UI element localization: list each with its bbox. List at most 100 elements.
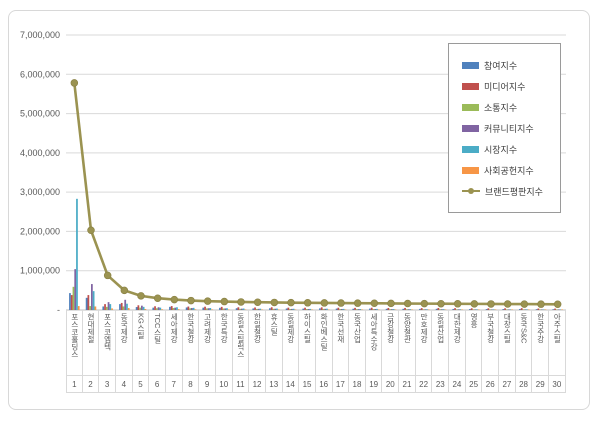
line-marker — [403, 299, 412, 308]
category-label: 세아특수강 — [365, 310, 383, 376]
category-rank-text: 5 — [138, 379, 143, 389]
line-marker — [103, 271, 112, 280]
bar-미디어지수 — [254, 307, 256, 310]
category-rank-text: 16 — [319, 379, 329, 389]
bar-사회공헌지수 — [377, 309, 380, 310]
category-rank: 1 — [66, 376, 83, 393]
line-marker — [170, 295, 179, 304]
bar-사회공헌지수 — [427, 309, 430, 310]
bar-시장지수 — [376, 308, 378, 310]
bar-미디어지수 — [537, 308, 540, 310]
legend-label: 브랜드평판지수 — [485, 186, 543, 197]
bar-소통지수 — [439, 309, 441, 310]
category-label: 동국제강 — [115, 310, 133, 376]
bar-시장지수 — [342, 308, 345, 310]
bar-미디어지수 — [120, 302, 123, 310]
category-rank-text: 6 — [154, 379, 160, 389]
y-axis-tick-label: 7,000,000 — [20, 30, 60, 40]
category-rank-text: 25 — [469, 379, 479, 389]
bar-참여지수 — [119, 304, 121, 310]
bar-미디어지수 — [554, 308, 556, 310]
bar-시장지수 — [209, 308, 212, 310]
bar-커뮤니티지수 — [191, 308, 193, 310]
bar-소통지수 — [155, 308, 158, 310]
bar-커뮤니티지수 — [424, 309, 427, 310]
line-marker — [553, 300, 562, 309]
category-label: 영흥 — [465, 310, 483, 376]
line-marker — [337, 299, 345, 307]
legend-label: 참여지수 — [484, 60, 518, 71]
bar-미디어지수 — [137, 305, 140, 310]
category-label-text: 동국S&C — [519, 313, 529, 344]
bar-시장지수 — [326, 308, 328, 310]
bar-참여지수 — [85, 297, 88, 310]
bar-미디어지수 — [170, 306, 173, 310]
category-label: 동국S&C — [515, 310, 533, 376]
category-label: 동일제강 — [282, 310, 300, 376]
category-label-text: KG스틸 — [136, 313, 146, 339]
line-marker — [303, 299, 312, 307]
category-rank-text: 8 — [188, 379, 193, 389]
bar-커뮤니티지수 — [241, 308, 243, 310]
legend-line-swatch — [462, 187, 480, 195]
bar-미디어지수 — [204, 306, 206, 310]
category-label: TCC스틸 — [149, 310, 166, 376]
category-rank-text: 2 — [88, 379, 93, 389]
category-label-text: 동국산업 — [352, 313, 362, 343]
bar-사회공헌지수 — [344, 309, 347, 310]
bar-시장지수 — [492, 309, 495, 310]
category-axis-table: 포스코홀딩스 현대제철 포스코엠텍 동국제강 KG스틸 TCC스틸 세아제강 한국철강 고려제강… — [66, 310, 566, 394]
bar-시장지수 — [276, 308, 278, 310]
bar-시장지수 — [309, 308, 312, 310]
bar-참여지수 — [502, 309, 505, 310]
bar-커뮤니티지수 — [207, 308, 210, 310]
bar-시장지수 — [142, 306, 145, 310]
bar-사회공헌지수 — [177, 309, 180, 310]
category-label-text: 화인베스틸 — [319, 313, 329, 351]
category-rank: 7 — [165, 376, 183, 393]
category-label-text: 고려제강 — [203, 313, 213, 343]
bar-미디어지수 — [237, 307, 240, 310]
bar-소통지수 — [172, 308, 175, 310]
bar-미디어지수 — [487, 308, 490, 310]
bar-참여지수 — [452, 308, 455, 310]
bar-참여지수 — [285, 308, 288, 310]
line-marker — [203, 297, 212, 305]
bar-소통지수 — [522, 309, 525, 310]
bar-사회공헌지수 — [77, 306, 80, 310]
bar-시장지수 — [192, 307, 195, 310]
bar-미디어지수 — [437, 307, 440, 310]
bar-소통지수 — [322, 308, 325, 310]
bar-미디어지수 — [470, 308, 473, 310]
category-rank-text: 30 — [552, 379, 562, 389]
category-rank-text: 22 — [419, 379, 429, 389]
bar-시장지수 — [509, 309, 512, 310]
line-marker — [387, 299, 395, 308]
legend-item: 사회공헌지수 — [462, 164, 560, 176]
bar-커뮤니티지수 — [441, 309, 443, 310]
legend-label: 시장지수 — [484, 144, 518, 155]
bar-커뮤니티지수 — [257, 308, 260, 310]
bar-참여지수 — [219, 307, 221, 310]
bar-사회공헌지수 — [527, 309, 530, 310]
bar-커뮤니티지수 — [324, 308, 327, 310]
category-label: 포스코홀딩스 — [66, 310, 83, 376]
bar-참여지수 — [469, 309, 471, 310]
bar-사회공헌지수 — [327, 309, 330, 310]
bar-참여지수 — [435, 308, 438, 310]
category-label: 대한제강 — [449, 310, 466, 376]
bar-커뮤니티지수 — [124, 299, 127, 310]
category-label-text: 부국철강 — [486, 313, 496, 343]
category-rank: 28 — [515, 376, 533, 393]
bar-소통지수 — [339, 309, 341, 310]
category-rank: 29 — [532, 376, 550, 393]
bar-커뮤니티지수 — [274, 308, 277, 310]
bar-참여지수 — [169, 306, 171, 310]
category-rank: 6 — [149, 376, 166, 393]
line-marker — [137, 292, 145, 300]
category-rank: 2 — [82, 376, 100, 393]
bar-소통지수 — [472, 309, 475, 310]
category-label: 하이스틸 — [299, 310, 316, 376]
bar-시장지수 — [426, 309, 428, 310]
bar-참여지수 — [552, 309, 555, 310]
